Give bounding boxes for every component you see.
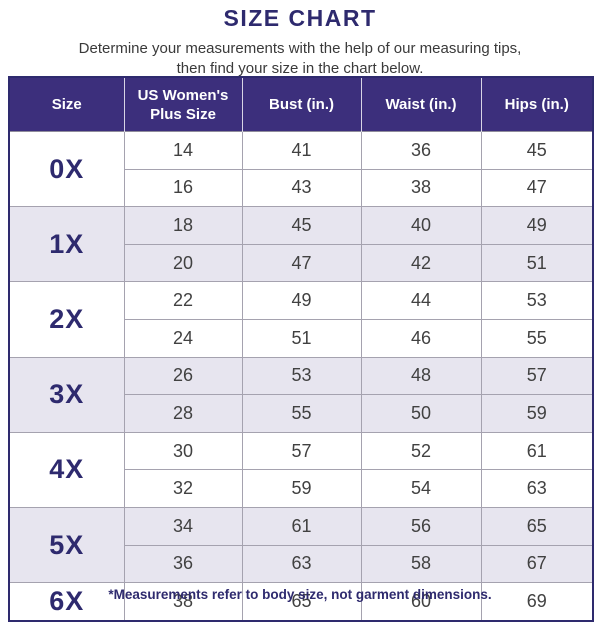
- measurement-cell: 54: [360, 469, 482, 508]
- measurement-cell: 36: [123, 544, 243, 584]
- subtitle-line-1: Determine your measurements with the hel…: [78, 40, 522, 57]
- measurement-cell: 28: [123, 394, 243, 433]
- column-header-1: US Women's Plus Size: [123, 77, 242, 132]
- measurement-cell: 47: [241, 243, 362, 283]
- measurement-cell: 41: [241, 131, 362, 170]
- measurement-cell: 67: [480, 544, 594, 584]
- column-header-4: Hips (in.): [480, 77, 593, 132]
- measurement-cell: 38: [360, 168, 482, 208]
- table-row: 16 43 38 47: [9, 168, 594, 208]
- measurement-cell: 14: [123, 131, 243, 170]
- measurement-cell: 50: [360, 394, 482, 433]
- table-row: 3X 26 53 48 57: [8, 356, 594, 433]
- size-label-0X: 0X: [8, 130, 125, 208]
- measurement-cell: 22: [123, 281, 243, 320]
- measurement-cell: 61: [241, 506, 362, 546]
- footnote: *Measurements refer to body size, not ga…: [108, 587, 492, 602]
- column-header-3: Waist (in.): [360, 77, 481, 132]
- measurement-cell: 43: [241, 168, 362, 208]
- table-row: 20 47 42 51: [9, 243, 594, 283]
- measurement-cell: 65: [480, 506, 594, 546]
- measurement-cell: 53: [480, 281, 594, 320]
- measurement-cell: 44: [360, 281, 482, 320]
- measurement-cell: 57: [480, 356, 594, 396]
- table-row: 0X 14 41 36 45: [8, 130, 594, 208]
- measurement-cell: 32: [123, 469, 243, 508]
- measurement-cell: 59: [480, 394, 594, 433]
- size-label-5X: 5X: [8, 506, 125, 584]
- size-label-2X: 2X: [8, 281, 125, 358]
- measurement-cell: 45: [241, 206, 362, 245]
- measurement-cell: 51: [480, 243, 594, 283]
- measurement-cell: 45: [480, 131, 594, 170]
- header-row: Size US Women's Plus Size Bust (in.) Waist …: [9, 77, 593, 132]
- measurement-cell: 52: [360, 431, 482, 471]
- table-row: 4X 30 57 52 61: [8, 431, 594, 508]
- table-row: 36 63 58 67: [9, 544, 594, 584]
- size-chart-table: Size US Women's Plus Size Bust (in.) Waist …: [8, 76, 594, 622]
- measurement-cell: 20: [123, 243, 243, 283]
- measurement-cell: 57: [241, 431, 362, 471]
- table-row: 2X 22 49 44 53: [8, 281, 594, 358]
- measurement-cell: 18: [123, 206, 243, 245]
- measurement-cell: 42: [360, 243, 482, 283]
- measurement-cell: 34: [123, 506, 243, 546]
- measurement-cell: 46: [360, 318, 482, 358]
- measurement-cell: 53: [241, 356, 362, 396]
- measurement-cell: 30: [123, 431, 243, 471]
- measurement-cell: 59: [241, 469, 362, 508]
- measurement-cell: 47: [480, 168, 594, 208]
- measurement-cell: 51: [241, 318, 362, 358]
- measurement-cell: 40: [360, 206, 482, 245]
- size-label-1X: 1X: [8, 206, 125, 283]
- measurement-cell: 56: [360, 506, 482, 546]
- column-header-0: Size: [9, 77, 124, 132]
- table-row: 28 55 50 59: [9, 394, 594, 433]
- subtitle-line-2: then find your size in the chart below.: [176, 60, 424, 77]
- column-header-2: Bust (in.): [241, 77, 361, 132]
- measurement-cell: 55: [480, 318, 594, 358]
- table-row: 5X 34 61 56 65: [8, 506, 594, 584]
- table-row: 24 51 46 55: [9, 318, 594, 358]
- measurement-cell: 48: [360, 356, 482, 396]
- table-body: 0X 14 41 36 45 16 43 38 47 1X 18 45 40 49 20 47 42 51 2X 22…: [8, 130, 594, 622]
- measurement-cell: 58: [360, 544, 482, 584]
- subtitle: Determine your measurements with the hel…: [0, 39, 600, 79]
- table-row: 32 59 54 63: [9, 469, 594, 508]
- measurement-cell: 36: [360, 131, 482, 170]
- measurement-cell: 24: [123, 318, 243, 358]
- table-row: 1X 18 45 40 49: [8, 206, 594, 283]
- measurement-cell: 26: [123, 356, 243, 396]
- size-label-4X: 4X: [8, 431, 125, 508]
- page-title: SIZE CHART: [223, 5, 377, 31]
- measurement-cell: 16: [123, 168, 243, 208]
- measurement-cell: 63: [241, 544, 362, 584]
- measurement-cell: 61: [480, 431, 594, 471]
- measurement-cell: 55: [241, 394, 362, 433]
- size-label-3X: 3X: [8, 356, 125, 433]
- measurement-cell: 63: [480, 469, 594, 508]
- measurement-cell: 49: [480, 206, 594, 245]
- measurement-cell: 49: [241, 281, 362, 320]
